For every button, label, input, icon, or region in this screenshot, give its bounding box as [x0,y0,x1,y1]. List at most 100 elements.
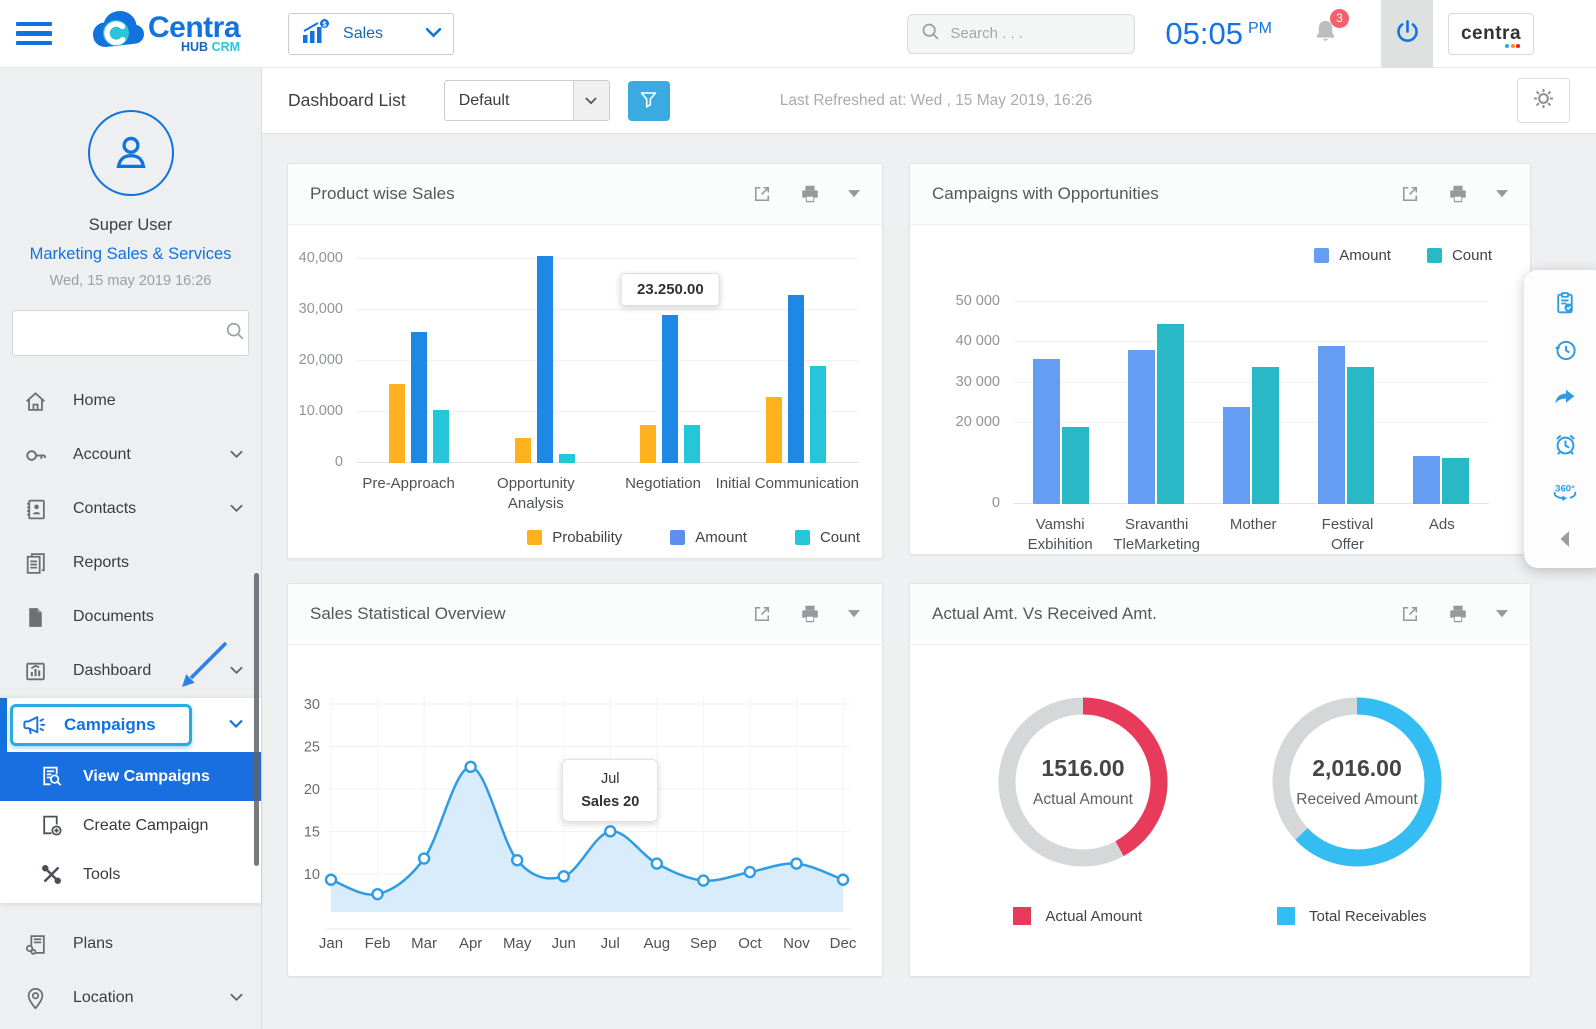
cloud-logo-icon [90,8,144,59]
bar-count[interactable] [1347,366,1375,504]
bar-amount[interactable] [410,331,427,463]
dashboard-view-select[interactable]: Default [443,80,610,121]
data-point[interactable] [417,852,431,865]
legend-swatch [1426,248,1442,263]
bar-amount[interactable] [1413,455,1441,504]
annotation-arrow-icon [182,641,228,687]
x-axis-month-label: Jul [601,935,620,952]
data-point[interactable] [604,825,617,838]
external-link-icon[interactable] [752,184,772,204]
caret-down-icon[interactable] [848,190,860,198]
history-icon[interactable] [1524,327,1596,374]
bar-count[interactable] [1061,427,1089,504]
data-point[interactable] [790,857,803,870]
notification-badge: 3 [1330,8,1349,28]
legend-label: Amount [695,529,747,546]
print-icon[interactable] [1447,183,1469,205]
module-selector-value: Sales [343,24,384,42]
clipboard-check-icon[interactable] [1524,280,1596,327]
external-link-icon[interactable] [1400,184,1420,204]
bar-probability[interactable] [514,437,531,463]
print-icon[interactable] [1447,603,1469,625]
bar-count[interactable] [432,409,449,463]
card-title: Campaigns with Opportunities [932,184,1159,203]
bar-amount[interactable] [788,294,805,463]
sidebar-scrollbar[interactable] [254,573,259,866]
bar-count[interactable] [558,453,575,463]
caret-down-icon[interactable] [1496,190,1508,198]
sidebar-item-documents[interactable]: Documents [0,590,261,644]
bar-probability[interactable] [640,424,657,463]
right-utility-rail: 360° [1524,270,1596,568]
data-point[interactable] [324,873,338,886]
share-icon[interactable] [1524,374,1596,421]
data-point[interactable] [510,854,524,867]
gridline: 20,000 [299,352,859,368]
caret-down-icon[interactable] [1496,610,1508,618]
data-point[interactable] [650,857,664,870]
bar-amount[interactable] [662,315,679,463]
data-point[interactable] [371,887,384,901]
bar-count[interactable] [684,424,701,463]
card-actions [1400,603,1508,625]
bar-count[interactable] [1442,457,1470,504]
bar-probability[interactable] [766,396,783,463]
bar-amount[interactable] [1127,350,1155,504]
data-point[interactable] [697,874,710,887]
print-icon[interactable] [799,603,821,625]
logout-power-button[interactable] [1381,0,1433,68]
donut-value: 2,016.00 [1312,755,1402,781]
bar-count[interactable] [810,366,827,463]
donut-svg [1272,697,1442,867]
bar-group [640,249,701,463]
sidebar-item-reports[interactable]: Reports [0,536,261,590]
alarm-icon[interactable] [1524,421,1596,468]
dashboard-settings-button[interactable] [1517,78,1570,123]
rotate-360-icon[interactable]: 360° [1524,468,1596,515]
sidebar-item-location[interactable]: Location [0,971,261,1025]
sidebar-item-dashboard[interactable]: Dashboard [0,644,261,698]
data-point[interactable] [836,873,850,886]
sidebar-search-input[interactable] [25,324,224,342]
external-link-icon[interactable] [752,604,772,624]
filter-button[interactable] [627,80,670,121]
submenu-item-tools[interactable]: Tools [0,850,261,899]
bar-amount[interactable] [536,255,553,463]
print-icon[interactable] [799,183,821,205]
submenu-item-view-campaigns[interactable]: View Campaigns [0,752,261,801]
x-axis-month-label: Apr [459,935,482,952]
sidebar-item-campaigns[interactable]: Campaigns [0,698,261,752]
bar-amount[interactable] [1222,407,1250,504]
chevron-down-icon [230,500,243,518]
bar-amount[interactable] [1032,358,1060,504]
data-point[interactable] [557,870,570,883]
sidebar-item-contacts[interactable]: Contacts [0,482,261,536]
legend-item: Amount [1314,247,1391,264]
sidebar-item-home[interactable]: Home [0,374,261,428]
chevron-down-icon [572,81,609,120]
data-point[interactable] [743,865,757,879]
data-point[interactable] [464,760,477,774]
user-department[interactable]: Marketing Sales & Services [29,245,232,263]
bar-amount[interactable] [1318,346,1346,504]
module-selector[interactable]: $ Sales [288,12,455,55]
area-fill [331,766,843,912]
bar-count[interactable] [1156,324,1184,504]
caret-down-icon[interactable] [848,610,860,618]
avatar[interactable] [87,110,174,196]
x-axis-month-label: Jun [552,935,576,952]
sidebar-item-account[interactable]: Account [0,428,261,482]
bar-count[interactable] [1251,366,1279,504]
external-link-icon[interactable] [1400,604,1420,624]
submenu-item-create-campaign[interactable]: Create Campaign [0,801,261,850]
hamburger-menu-icon[interactable] [16,17,52,51]
donut-label: Actual Amount [1033,791,1133,808]
collapse-icon[interactable] [1524,515,1596,562]
chevron-down-icon [230,446,243,464]
global-search-input[interactable] [950,25,1123,42]
bar-probability[interactable] [388,384,405,463]
notifications-button[interactable]: 3 [1312,8,1349,50]
vendor-logo[interactable]: centra [1448,12,1534,55]
category-label: Negotiation [625,475,701,492]
sidebar-item-plans[interactable]: Plans [0,917,261,971]
